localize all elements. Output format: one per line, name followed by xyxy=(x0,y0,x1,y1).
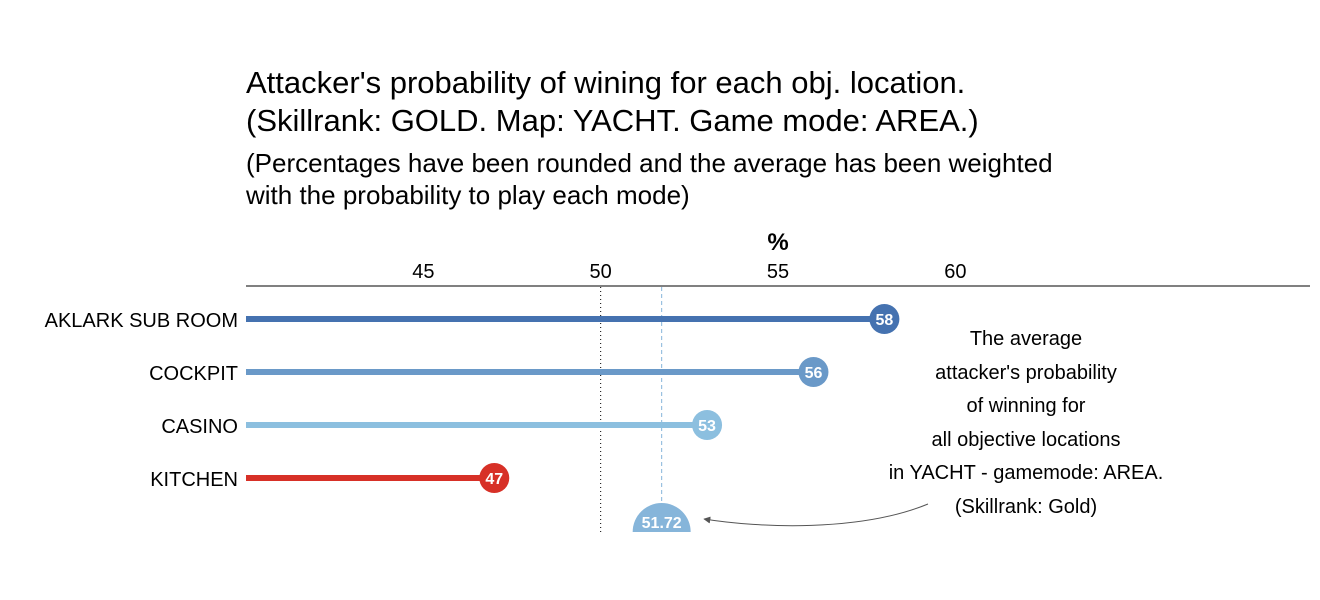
x-tick-label: 55 xyxy=(767,261,789,283)
annotation-line: all objective locations xyxy=(931,428,1121,451)
data-label: 47 xyxy=(485,471,503,488)
average-label: 51.72 xyxy=(642,515,682,532)
annotation-line: (Skillrank: Gold) xyxy=(954,495,1098,518)
chart-title-line-1: Attacker's probability of wining for eac… xyxy=(246,65,966,100)
lollipop-point xyxy=(798,357,829,387)
category-label: CASINO xyxy=(161,416,238,438)
data-label: 53 xyxy=(698,418,716,435)
category-label: KITCHEN xyxy=(150,469,238,491)
annotation-line: of winning for xyxy=(966,395,1086,418)
average-point xyxy=(632,503,691,532)
data-label: 56 xyxy=(805,365,823,382)
annotation-line: in YACHT - gamemode: AREA. xyxy=(888,462,1164,485)
x-tick-label: 50 xyxy=(590,261,612,283)
category-label: AKLARK SUB ROOM xyxy=(45,310,238,332)
annotation-arrow xyxy=(703,503,929,527)
x-tick-label: 60 xyxy=(944,261,966,283)
x-tick-label: 45 xyxy=(412,261,434,283)
annotation-line: attacker's probability xyxy=(935,361,1117,384)
lollipop-point xyxy=(869,304,900,334)
average-annotation: The average attacker's probability of wi… xyxy=(846,323,1206,525)
chart-title-line-2: (Skillrank: GOLD. Map: YACHT. Game mode:… xyxy=(246,103,979,138)
category-label: COCKPIT xyxy=(149,363,238,385)
annotation-line: The average xyxy=(969,328,1083,350)
chart-subtitle-line-2: with the probability to play each mode) xyxy=(246,180,690,210)
chart-subtitle-line-1: (Percentages have been rounded and the a… xyxy=(246,148,1053,178)
lollipop-point xyxy=(692,410,723,440)
lollipop-point xyxy=(479,463,510,493)
x-axis-title: % xyxy=(767,229,788,256)
data-label: 58 xyxy=(876,312,894,329)
